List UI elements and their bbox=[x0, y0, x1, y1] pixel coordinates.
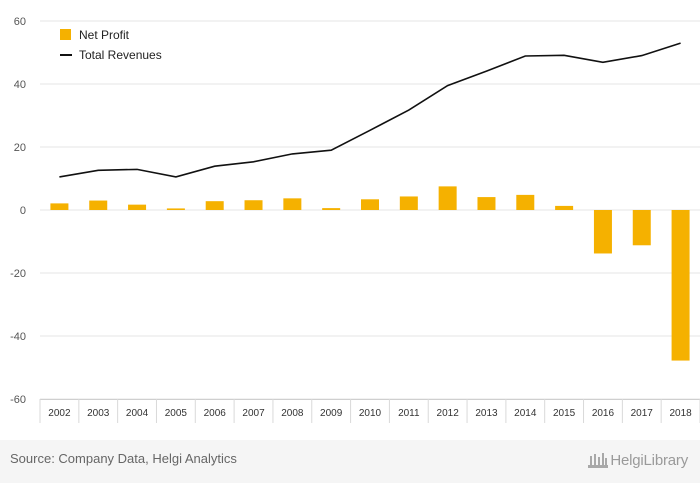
net-profit-bar bbox=[516, 194, 535, 210]
net-profit-bar bbox=[632, 210, 651, 246]
net-profit-bar bbox=[50, 203, 69, 210]
y-tick-label: -20 bbox=[10, 268, 26, 280]
net-profit-bar bbox=[671, 210, 690, 361]
x-tick-label: 2015 bbox=[553, 408, 576, 419]
x-axis: 2002 2003 2004 2005 2006 2007 2008 2009 2010 2011… bbox=[39, 399, 700, 423]
x-tick-label: 2006 bbox=[204, 408, 227, 419]
net-profit-bar bbox=[205, 201, 224, 210]
total-revenues-line bbox=[59, 42, 681, 178]
legend-swatch-net-profit bbox=[60, 29, 71, 40]
x-tick-label: 2002 bbox=[48, 408, 71, 419]
legend-label-net-profit: Net Profit bbox=[79, 28, 130, 42]
x-tick-label: 2014 bbox=[514, 408, 537, 419]
x-tick-label: 2016 bbox=[592, 408, 615, 419]
net-profit-bar bbox=[128, 204, 147, 210]
net-profit-bar bbox=[89, 200, 108, 210]
net-profit-bar bbox=[477, 197, 496, 210]
net-profit-bar bbox=[322, 208, 341, 210]
y-tick-label: -60 bbox=[10, 394, 26, 406]
x-tick-label: 2005 bbox=[165, 408, 188, 419]
net-profit-bar bbox=[166, 208, 185, 210]
helgi-library-logo[interactable]: HelgiLibrary bbox=[586, 449, 688, 471]
net-profit-bars bbox=[50, 186, 690, 361]
logo-text: HelgiLibrary bbox=[610, 451, 688, 469]
x-tick-label: 2018 bbox=[669, 408, 692, 419]
net-profit-bar bbox=[438, 186, 457, 210]
y-tick-label: 20 bbox=[14, 142, 26, 154]
y-tick-label: 40 bbox=[14, 79, 26, 91]
legend: Net Profit Total Revenues bbox=[60, 28, 162, 62]
net-profit-bar bbox=[555, 205, 574, 210]
x-tick-label: 2012 bbox=[437, 408, 460, 419]
source-note: Source: Company Data, Helgi Analytics bbox=[10, 451, 237, 466]
net-profit-bar bbox=[244, 200, 263, 210]
x-tick-label: 2004 bbox=[126, 408, 149, 419]
x-tick-label: 2008 bbox=[281, 408, 304, 419]
x-tick-label: 2017 bbox=[631, 408, 654, 419]
net-profit-bar bbox=[593, 210, 612, 254]
x-tick-label: 2010 bbox=[359, 408, 382, 419]
x-tick-label: 2011 bbox=[398, 408, 420, 419]
footer: Source: Company Data, Helgi Analytics He… bbox=[0, 440, 700, 483]
x-tick-label: 2009 bbox=[320, 408, 343, 419]
legend-label-total-revenues: Total Revenues bbox=[79, 48, 162, 62]
x-tick-label: 2013 bbox=[475, 408, 498, 419]
net-profit-bar bbox=[283, 198, 302, 210]
library-building-icon bbox=[588, 453, 609, 468]
y-tick-label: 0 bbox=[20, 205, 26, 217]
y-tick-label: -40 bbox=[10, 331, 26, 343]
y-axis: 60 40 20 0 -20 -40 -60 bbox=[10, 16, 26, 406]
y-tick-label: 60 bbox=[14, 16, 26, 28]
net-profit-bar bbox=[361, 199, 379, 210]
x-tick-label: 2003 bbox=[87, 408, 110, 419]
net-profit-bar bbox=[399, 196, 418, 210]
x-tick-label: 2007 bbox=[242, 408, 265, 419]
